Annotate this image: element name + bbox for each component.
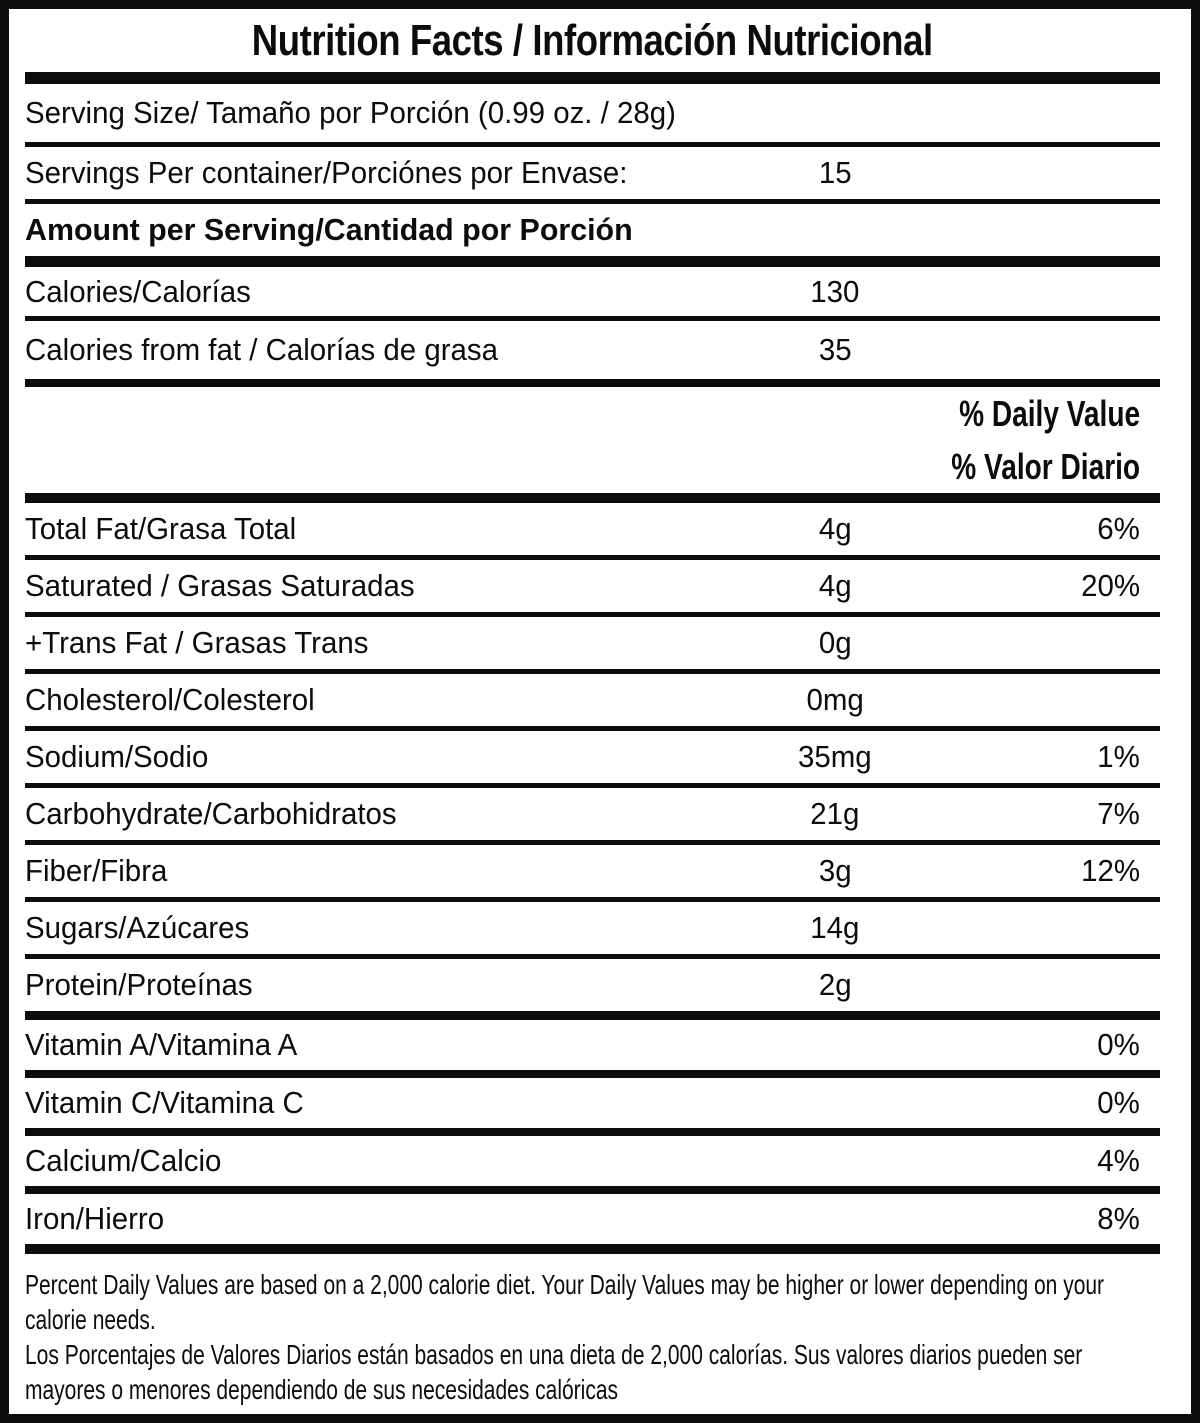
divider-thin	[25, 1070, 1160, 1078]
nutrient-percent: 1%	[1097, 739, 1140, 774]
nutrient-label: Saturated / Grasas Saturadas	[25, 568, 415, 603]
vitamin-percent: 0%	[1097, 1085, 1140, 1120]
footnote-line: Percent Daily Values are based on a 2,00…	[25, 1269, 1105, 1300]
vitamin-percent: 8%	[1097, 1201, 1140, 1236]
daily-value-header-es: % Valor Diario	[951, 446, 1140, 487]
nutrient-row-saturated-fat: Saturated / Grasas Saturadas 4g 20%	[25, 560, 1160, 612]
calories-label: Calories/Calorías	[25, 273, 251, 309]
nutrient-value: 0g	[818, 625, 852, 660]
divider-thin	[25, 1186, 1160, 1194]
daily-value-header: % Daily Value % Valor Diario	[25, 387, 1160, 493]
vitamin-row-vitamin-a: Vitamin A/Vitamina A 0%	[25, 1020, 1160, 1070]
divider-thin	[25, 612, 1160, 617]
amount-per-serving-row: Amount per Serving/Cantidad por Porción	[25, 204, 1160, 256]
divider-thick	[25, 379, 1160, 387]
nutrient-value: 21g	[810, 796, 860, 831]
serving-size-label: Serving Size/ Tamaño por Porción (0.99 o…	[25, 95, 676, 130]
nutrient-value: 35mg	[798, 739, 872, 774]
calories-from-fat-label: Calories from fat / Calorías de grasa	[25, 332, 499, 367]
nutrient-label: Sodium/Sodio	[25, 739, 209, 774]
servings-per-container-label: Servings Per container/Porciónes por Env…	[25, 155, 628, 190]
nutrient-percent: 20%	[1081, 568, 1140, 603]
divider-thin	[25, 840, 1160, 845]
vitamin-row-vitamin-c: Vitamin C/Vitamina C 0%	[25, 1078, 1160, 1128]
nutrient-label: Cholesterol/Colesterol	[25, 682, 315, 717]
divider-thick	[25, 1011, 1160, 1020]
divider-thin	[25, 316, 1160, 321]
daily-value-header-en: % Daily Value	[958, 393, 1140, 434]
amount-per-serving-heading: Amount per Serving/Cantidad por Porción	[25, 212, 633, 247]
nutrient-value: 0mg	[806, 682, 864, 717]
nutrient-row-sodium: Sodium/Sodio 35mg 1%	[25, 731, 1160, 783]
nutrient-value: 4g	[818, 568, 852, 603]
divider-thin	[25, 954, 1160, 959]
divider-thin	[25, 555, 1160, 560]
nutrient-row-fiber: Fiber/Fibra 3g 12%	[25, 845, 1160, 897]
divider-thin	[25, 897, 1160, 902]
nutrient-row-carbohydrate: Carbohydrate/Carbohidratos 21g 7%	[25, 788, 1160, 840]
nutrient-row-trans-fat: +Trans Fat / Grasas Trans 0g	[25, 617, 1160, 669]
label-header: Nutrition Facts / Información Nutriciona…	[25, 9, 1160, 72]
divider-thick	[25, 72, 1160, 84]
divider-thin	[25, 199, 1160, 204]
nutrient-label: Carbohydrate/Carbohidratos	[25, 796, 397, 831]
divider-thick	[25, 256, 1160, 267]
calories-from-fat-row: Calories from fat / Calorías de grasa 35	[25, 321, 1160, 379]
label-content: Nutrition Facts / Información Nutriciona…	[25, 9, 1160, 1414]
nutrient-row-total-fat: Total Fat/Grasa Total 4g 6%	[25, 503, 1160, 555]
vitamin-label: Iron/Hierro	[25, 1201, 165, 1236]
servings-per-container-value: 15	[818, 155, 852, 190]
nutrient-row-cholesterol: Cholesterol/Colesterol 0mg	[25, 674, 1160, 726]
vitamin-label: Vitamin A/Vitamina A	[25, 1027, 298, 1062]
divider-thick	[25, 1244, 1160, 1254]
vitamin-percent: 0%	[1097, 1027, 1140, 1062]
calories-value: 130	[810, 273, 860, 309]
calories-from-fat-value: 35	[818, 332, 852, 367]
calories-row: Calories/Calorías 130	[25, 267, 1160, 316]
nutrient-label: +Trans Fat / Grasas Trans	[25, 625, 369, 660]
nutrient-label: Protein/Proteínas	[25, 967, 253, 1002]
footnote-line: mayores o menores dependiendo de sus nec…	[25, 1374, 619, 1405]
nutrient-label: Sugars/Azúcares	[25, 910, 250, 945]
nutrient-value: 14g	[810, 910, 860, 945]
nutrient-value: 4g	[818, 511, 852, 546]
divider-thin	[25, 783, 1160, 788]
nutrient-percent: 7%	[1097, 796, 1140, 831]
nutrient-label: Total Fat/Grasa Total	[25, 511, 297, 546]
divider-thin	[25, 726, 1160, 731]
vitamin-label: Calcium/Calcio	[25, 1143, 222, 1178]
servings-per-container-row: Servings Per container/Porciónes por Env…	[25, 147, 1160, 199]
nutrient-percent: 6%	[1097, 511, 1140, 546]
divider-thin	[25, 669, 1160, 674]
label-title: Nutrition Facts / Información Nutriciona…	[252, 16, 933, 65]
nutrient-value: 3g	[818, 853, 852, 888]
divider-thin	[25, 142, 1160, 147]
vitamin-label: Vitamin C/Vitamina C	[25, 1085, 304, 1120]
footnote-line: calorie needs.	[25, 1304, 156, 1335]
nutrient-row-sugars: Sugars/Azúcares 14g	[25, 902, 1160, 954]
serving-size-row: Serving Size/ Tamaño por Porción (0.99 o…	[25, 84, 1160, 142]
nutrient-row-protein: Protein/Proteínas 2g	[25, 959, 1160, 1011]
footnote: Percent Daily Values are based on a 2,00…	[25, 1254, 1160, 1413]
nutrient-label: Fiber/Fibra	[25, 853, 168, 888]
divider-thin	[25, 1128, 1160, 1136]
nutrient-percent: 12%	[1081, 853, 1140, 888]
vitamin-row-iron: Iron/Hierro 8%	[25, 1194, 1160, 1244]
divider-thick	[25, 493, 1160, 503]
vitamin-percent: 4%	[1097, 1143, 1140, 1178]
nutrient-value: 2g	[818, 967, 852, 1002]
footnote-line: Los Porcentajes de Valores Diarios están…	[25, 1339, 1083, 1370]
vitamin-row-calcium: Calcium/Calcio 4%	[25, 1136, 1160, 1186]
